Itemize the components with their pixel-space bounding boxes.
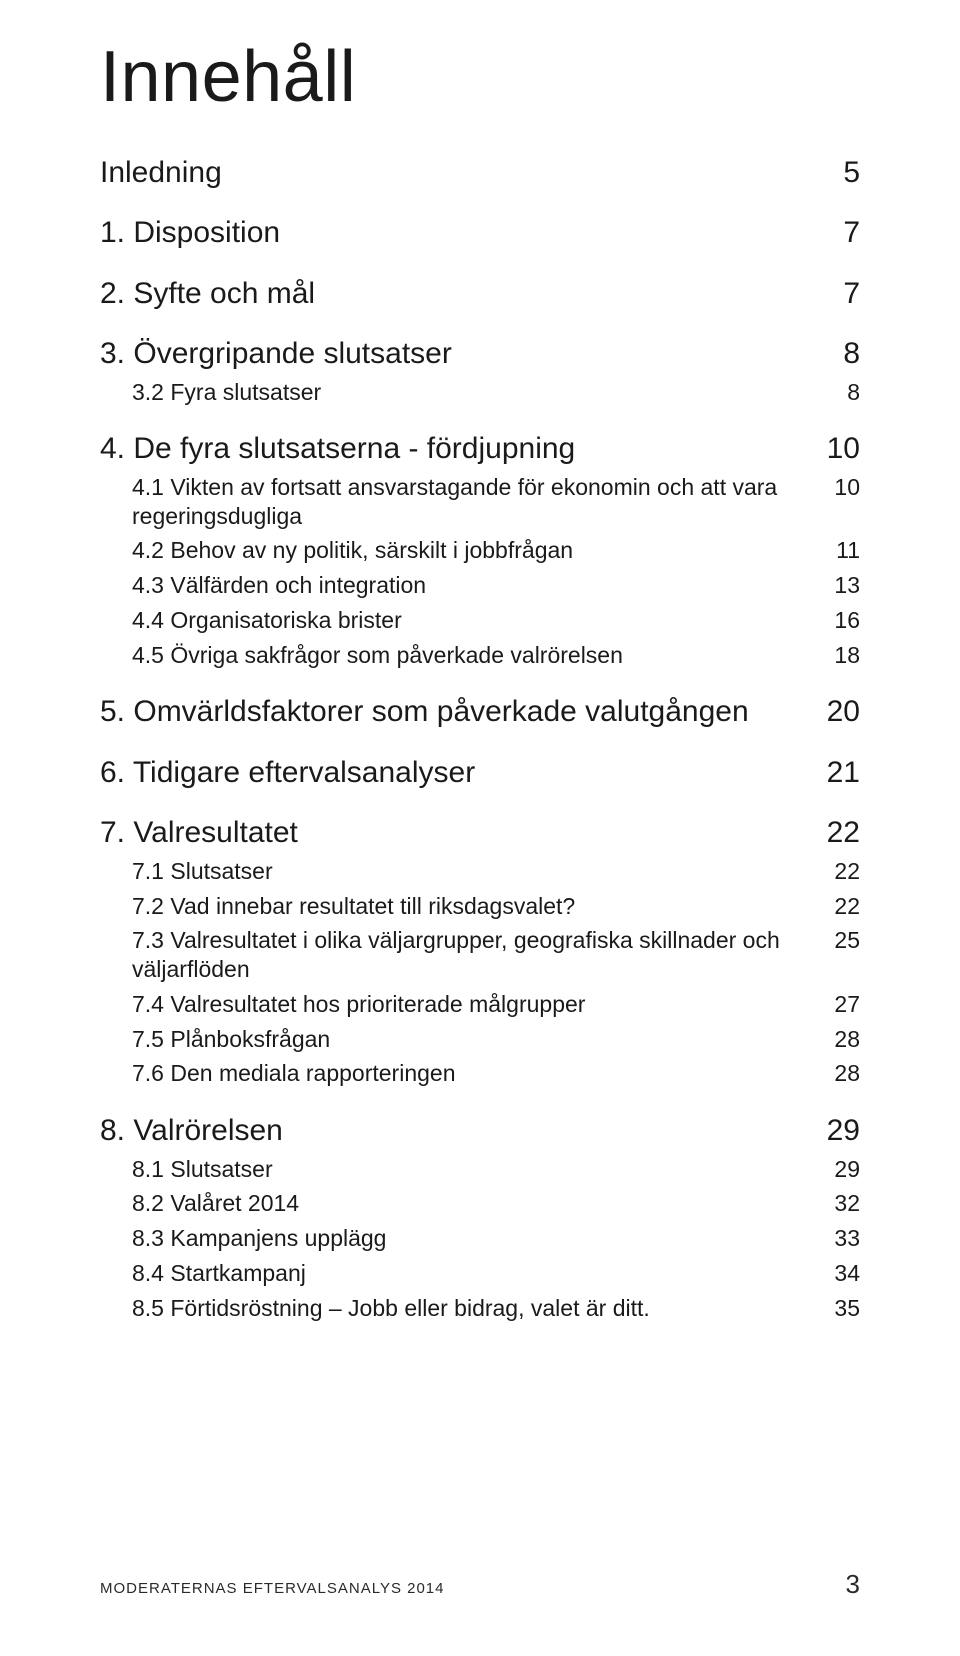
toc-entry-label: 7.4 Valresultatet hos prioriterade målgr… [132, 990, 812, 1019]
toc-entry-page: 8 [812, 379, 860, 405]
table-of-contents: Inledning51. Disposition72. Syfte och må… [100, 156, 860, 1323]
toc-entry-page: 21 [812, 756, 860, 791]
toc-entry-page: 10 [812, 474, 860, 500]
toc-entry-label: 8.5 Förtidsröstning – Jobb eller bidrag,… [132, 1294, 812, 1323]
toc-entry-chapter: 7. Valresultatet22 [100, 816, 860, 851]
toc-entry-chapter: 2. Syfte och mål7 [100, 277, 860, 312]
toc-entry-label: 2. Syfte och mål [100, 277, 812, 312]
toc-entry-label: 7.2 Vad innebar resultatet till riksdags… [132, 892, 812, 921]
toc-entry-section: 7.2 Vad innebar resultatet till riksdags… [100, 892, 860, 921]
page-number: 3 [846, 1569, 860, 1600]
toc-entry-label: 4.3 Välfärden och integration [132, 571, 812, 600]
toc-entry-label: 7.5 Plånboksfrågan [132, 1025, 812, 1054]
toc-entry-label: 7.3 Valresultatet i olika väljargrupper,… [132, 926, 812, 984]
toc-entry-label: 4.5 Övriga sakfrågor som påverkade valrö… [132, 641, 812, 670]
toc-entry-section: 4.3 Välfärden och integration13 [100, 571, 860, 600]
toc-entry-page: 28 [812, 1060, 860, 1086]
toc-entry-label: 7. Valresultatet [100, 816, 812, 851]
toc-entry-page: 5 [812, 156, 860, 191]
toc-entry-label: 8. Valrörelsen [100, 1114, 812, 1149]
toc-entry-page: 8 [812, 337, 860, 372]
toc-entry-page: 22 [812, 858, 860, 884]
toc-entry-page: 28 [812, 1026, 860, 1052]
toc-entry-page: 27 [812, 991, 860, 1017]
toc-entry-label: 1. Disposition [100, 216, 812, 251]
toc-entry-section: 8.2 Valåret 201432 [100, 1189, 860, 1218]
toc-entry-chapter: 1. Disposition7 [100, 216, 860, 251]
toc-entry-label: 8.1 Slutsatser [132, 1155, 812, 1184]
toc-entry-section: 4.4 Organisatoriska brister16 [100, 606, 860, 635]
toc-entry-page: 20 [812, 695, 860, 730]
toc-entry-section: 3.2 Fyra slutsatser8 [100, 378, 860, 407]
toc-entry-page: 32 [812, 1190, 860, 1216]
toc-entry-section: 4.2 Behov av ny politik, särskilt i jobb… [100, 536, 860, 565]
toc-entry-section: 4.5 Övriga sakfrågor som påverkade valrö… [100, 641, 860, 670]
toc-entry-label: 3.2 Fyra slutsatser [132, 378, 812, 407]
toc-entry-page: 16 [812, 607, 860, 633]
toc-entry-section: 7.5 Plånboksfrågan28 [100, 1025, 860, 1054]
toc-entry-label: 6. Tidigare eftervalsanalyser [100, 756, 812, 791]
toc-entry-chapter: 5. Omvärldsfaktorer som påverkade valutg… [100, 695, 860, 730]
toc-entry-label: 3. Övergripande slutsatser [100, 337, 812, 372]
toc-entry-section: 8.1 Slutsatser29 [100, 1155, 860, 1184]
toc-entry-label: Inledning [100, 156, 812, 191]
toc-entry-label: 4.2 Behov av ny politik, särskilt i jobb… [132, 536, 812, 565]
toc-entry-chapter: 6. Tidigare eftervalsanalyser21 [100, 756, 860, 791]
toc-entry-page: 33 [812, 1225, 860, 1251]
toc-entry-label: 8.2 Valåret 2014 [132, 1189, 812, 1218]
toc-entry-section: 7.1 Slutsatser22 [100, 857, 860, 886]
toc-entry-section: 7.6 Den mediala rapporteringen28 [100, 1059, 860, 1088]
toc-entry-page: 29 [812, 1156, 860, 1182]
toc-entry-page: 22 [812, 816, 860, 851]
toc-entry-page: 29 [812, 1114, 860, 1149]
toc-entry-page: 35 [812, 1295, 860, 1321]
page-title: Innehåll [100, 40, 860, 116]
toc-entry-label: 4.1 Vikten av fortsatt ansvarstagande fö… [132, 473, 812, 531]
toc-entry-page: 13 [812, 572, 860, 598]
toc-entry-chapter: Inledning5 [100, 156, 860, 191]
toc-entry-label: 4. De fyra slutsatserna - fördjupning [100, 432, 812, 467]
toc-entry-section: 8.5 Förtidsröstning – Jobb eller bidrag,… [100, 1294, 860, 1323]
toc-entry-label: 5. Omvärldsfaktorer som påverkade valutg… [100, 695, 812, 730]
toc-entry-section: 4.1 Vikten av fortsatt ansvarstagande fö… [100, 473, 860, 531]
toc-entry-page: 34 [812, 1260, 860, 1286]
toc-entry-section: 8.4 Startkampanj34 [100, 1259, 860, 1288]
toc-entry-label: 7.1 Slutsatser [132, 857, 812, 886]
toc-entry-section: 7.3 Valresultatet i olika väljargrupper,… [100, 926, 860, 984]
toc-entry-page: 18 [812, 642, 860, 668]
toc-entry-page: 25 [812, 927, 860, 953]
toc-entry-label: 8.4 Startkampanj [132, 1259, 812, 1288]
toc-entry-section: 7.4 Valresultatet hos prioriterade målgr… [100, 990, 860, 1019]
toc-entry-chapter: 3. Övergripande slutsatser8 [100, 337, 860, 372]
toc-entry-chapter: 8. Valrörelsen29 [100, 1114, 860, 1149]
toc-entry-label: 7.6 Den mediala rapporteringen [132, 1059, 812, 1088]
toc-entry-page: 11 [812, 537, 860, 563]
footer-text: MODERATERNAS EFTERVALSANALYS 2014 [100, 1580, 445, 1597]
toc-entry-chapter: 4. De fyra slutsatserna - fördjupning10 [100, 432, 860, 467]
toc-entry-page: 10 [812, 432, 860, 467]
toc-entry-page: 22 [812, 893, 860, 919]
toc-entry-label: 4.4 Organisatoriska brister [132, 606, 812, 635]
page-footer: MODERATERNAS EFTERVALSANALYS 2014 3 [100, 1569, 860, 1600]
toc-entry-label: 8.3 Kampanjens upplägg [132, 1224, 812, 1253]
toc-entry-page: 7 [812, 277, 860, 312]
document-page: Innehåll Inledning51. Disposition72. Syf… [0, 0, 960, 1656]
toc-entry-section: 8.3 Kampanjens upplägg33 [100, 1224, 860, 1253]
toc-entry-page: 7 [812, 216, 860, 251]
